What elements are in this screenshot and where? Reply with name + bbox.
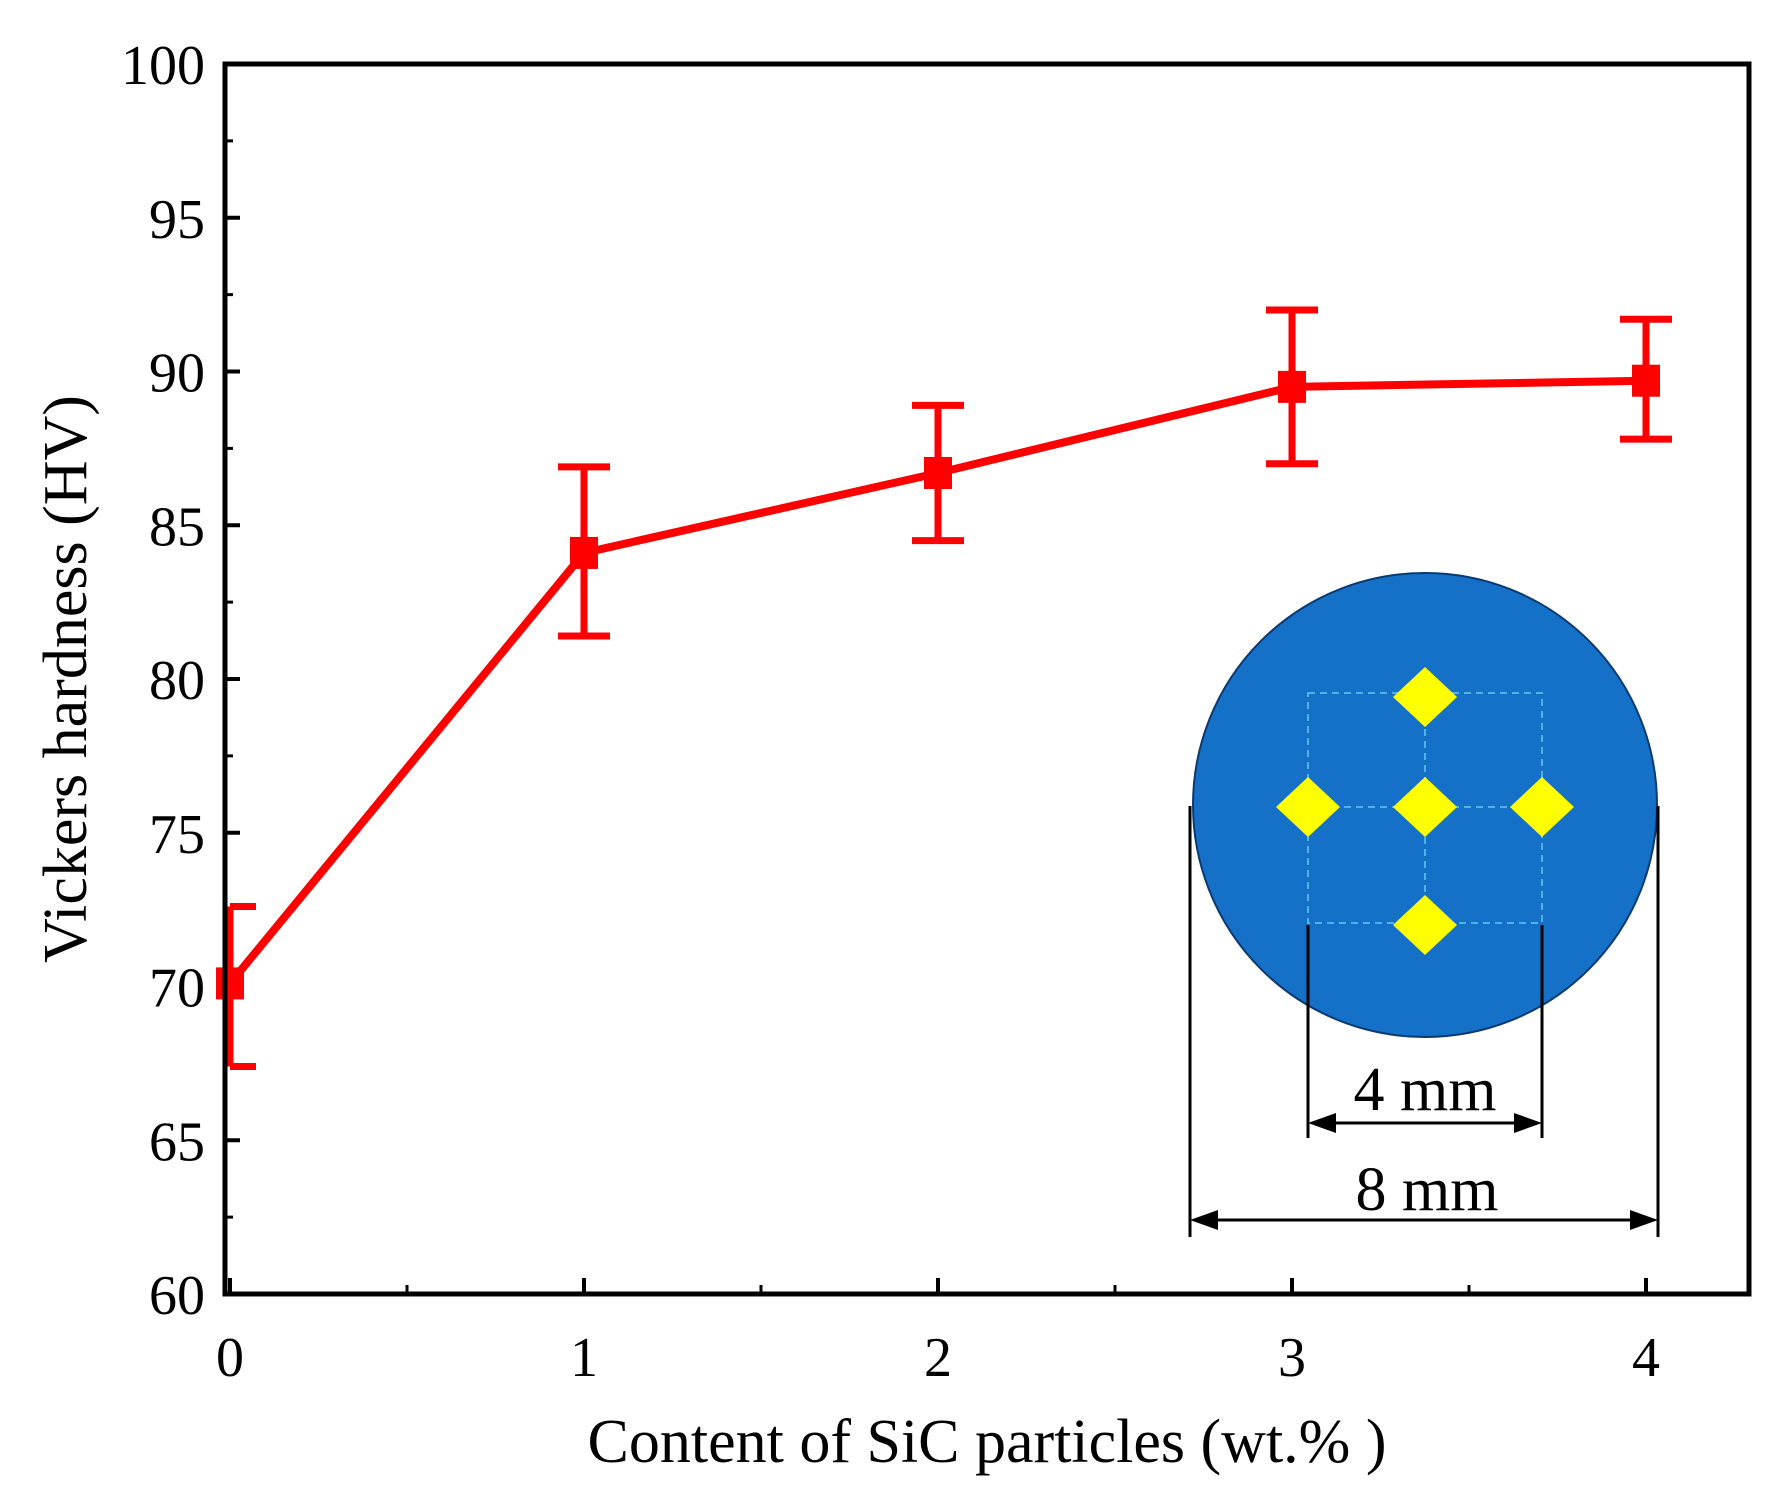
indent-center bbox=[1393, 777, 1457, 837]
indent-right bbox=[1510, 777, 1574, 837]
y-tick-label-85: 85 bbox=[149, 496, 205, 558]
series-layer bbox=[216, 306, 1672, 1070]
x-tick-label-2: 2 bbox=[924, 1327, 952, 1389]
arrowhead-4mm-right bbox=[1514, 1113, 1542, 1133]
x-tick-label-0: 0 bbox=[216, 1327, 244, 1389]
data-point-1 bbox=[570, 536, 598, 569]
inset-indent-layout: 4 mm 8 mm bbox=[1188, 572, 1660, 1237]
y-tick-label-90: 90 bbox=[149, 343, 205, 405]
inset-dimension-lines bbox=[1188, 806, 1660, 1237]
y-tick-label-75: 75 bbox=[149, 804, 205, 866]
inset-arrowheads bbox=[1190, 1113, 1658, 1230]
y-tick-label-100: 100 bbox=[121, 35, 205, 97]
y-tick-label-70: 70 bbox=[149, 958, 205, 1020]
x-tick-label-3: 3 bbox=[1278, 1327, 1306, 1389]
y-axis-title: Vickers hardness (HV) bbox=[32, 395, 100, 963]
indent-bottom bbox=[1393, 895, 1457, 955]
data-point-0 bbox=[216, 967, 244, 1000]
inset-label-4mm: 4 mm bbox=[1354, 1056, 1497, 1124]
y-tick-label-60: 60 bbox=[149, 1265, 205, 1327]
y-tick-label-65: 65 bbox=[149, 1111, 205, 1173]
data-point-2 bbox=[924, 456, 952, 489]
arrowhead-8mm-right bbox=[1630, 1210, 1658, 1230]
plot-frame bbox=[222, 61, 1752, 1297]
data-point-3 bbox=[1278, 370, 1306, 403]
x-axis-title: Content of SiC particles (wt.% ) bbox=[588, 1408, 1387, 1476]
y-tick-label-95: 95 bbox=[149, 189, 205, 251]
y-axis-ticks: 60 65 70 75 80 85 90 95 100 bbox=[121, 35, 240, 1327]
inset-indents bbox=[1276, 667, 1574, 955]
x-tick-label-1: 1 bbox=[570, 1327, 598, 1389]
data-point-4 bbox=[1632, 364, 1660, 397]
inset-label-8mm: 8 mm bbox=[1356, 1156, 1499, 1224]
arrowhead-4mm-left bbox=[1308, 1113, 1336, 1133]
y-tick-label-80: 80 bbox=[149, 650, 205, 712]
x-axis-ticks: 0 1 2 3 4 bbox=[216, 1278, 1660, 1389]
arrowhead-8mm-left bbox=[1190, 1210, 1218, 1230]
indent-top bbox=[1393, 667, 1457, 727]
indent-left bbox=[1276, 777, 1340, 837]
x-tick-label-4: 4 bbox=[1632, 1327, 1660, 1389]
